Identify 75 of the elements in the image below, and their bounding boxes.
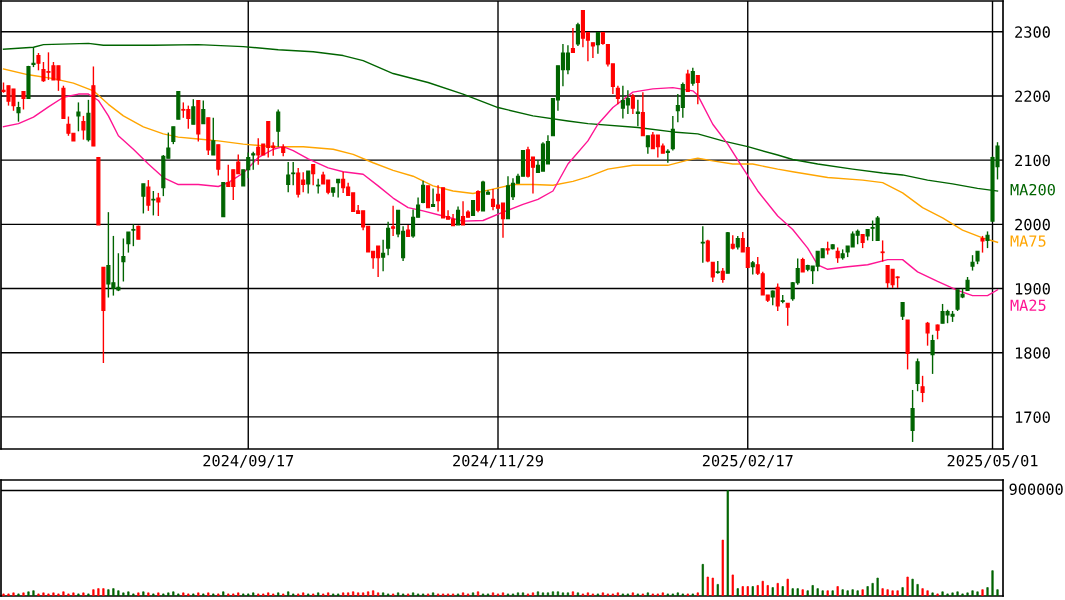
candlestick [490, 188, 496, 211]
y-tick-label: 2000 [1015, 218, 1050, 231]
candlestick [306, 170, 311, 195]
candlestick [126, 231, 131, 254]
candlestick [191, 98, 196, 125]
candlestick [311, 163, 316, 186]
candlestick [151, 190, 156, 217]
candlestick [785, 302, 790, 327]
candlestick [296, 167, 301, 199]
series-label: MA25 [1010, 299, 1046, 312]
x-tick-label: 2024/09/17 [203, 454, 294, 468]
y-tick-label: 1900 [1015, 283, 1050, 295]
candlestick [81, 115, 86, 141]
candlestick [386, 221, 391, 256]
candlestick [286, 161, 291, 193]
series-label: MA75 [1010, 235, 1046, 247]
candlestick [381, 239, 386, 272]
x-tick-label: 2024/11/29 [453, 454, 543, 468]
candlestick [775, 282, 780, 312]
candlestick [276, 108, 281, 148]
series-label: MA200 [1010, 183, 1055, 196]
candlestick [565, 44, 570, 75]
candlestick [341, 171, 346, 194]
y-tick-label: 1700 [1015, 411, 1050, 423]
candlestick [595, 31, 600, 55]
candlestick [426, 185, 431, 209]
line-series [2, 86, 999, 297]
candlestick [880, 239, 885, 263]
candlestick [570, 27, 575, 54]
candlestick [31, 46, 36, 68]
candlestick [226, 163, 231, 188]
candlestick [431, 187, 436, 208]
candlestick [411, 208, 416, 239]
candlestick [640, 91, 645, 137]
candlestick [455, 205, 461, 226]
candlestick [670, 115, 675, 152]
x-tick-label: 2025/05/01 [947, 454, 1038, 468]
candlestick [146, 179, 151, 212]
candlestick [910, 389, 915, 443]
candlestick [475, 189, 481, 213]
candlestick [625, 89, 630, 115]
candlestick [156, 192, 161, 217]
candlestick [336, 178, 341, 199]
y-tick-label: 2200 [1015, 90, 1050, 103]
candlestick [575, 22, 580, 47]
candlestick [76, 101, 81, 132]
candlestick [630, 93, 635, 115]
candlestick [700, 225, 705, 264]
candlestick [930, 334, 935, 375]
candlestick [615, 85, 620, 106]
candlestick [460, 200, 466, 226]
candlestick [685, 68, 690, 93]
candlestick [141, 183, 146, 215]
candlestick [211, 117, 216, 156]
candlestick [121, 237, 126, 283]
candlestick [710, 261, 715, 283]
candlestick [680, 81, 685, 119]
y-tick-label: 2300 [1015, 26, 1050, 38]
candlestick [695, 74, 700, 106]
candlestick [201, 99, 206, 125]
y-tick-label: 2100 [1015, 154, 1050, 167]
candlestick [291, 161, 296, 186]
y-tick-label: 1800 [1015, 347, 1050, 359]
candlestick [256, 137, 261, 166]
candlestick [590, 42, 595, 59]
candlestick [635, 99, 640, 127]
candlestick [915, 357, 920, 392]
candlestick [131, 223, 136, 247]
candlestick [391, 205, 396, 237]
text: 900000 [1009, 483, 1063, 496]
candlestick [500, 202, 506, 239]
x-tick-label: 2025/02/17 [702, 454, 793, 468]
candlestick [16, 101, 21, 123]
candlestick [925, 321, 930, 347]
candlestick [920, 375, 925, 403]
